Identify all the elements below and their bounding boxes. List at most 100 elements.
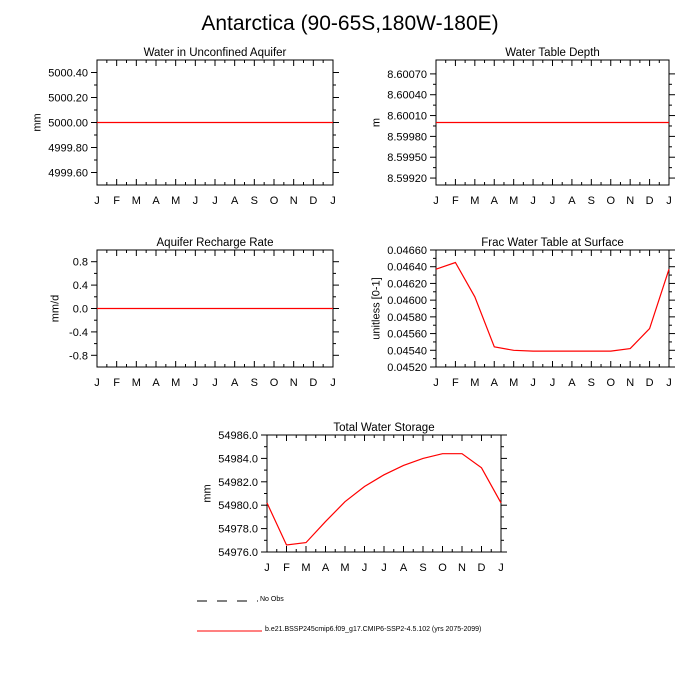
water-table-depth-ytick-label: 8.60010 — [387, 111, 427, 123]
aquifer-recharge-rate-xtick-label: S — [251, 377, 258, 389]
total-water-storage-title: Total Water Storage — [333, 422, 434, 434]
frac-water-table-at-surface-xtick-label: M — [509, 377, 518, 389]
water-table-depth-xtick-label: A — [491, 195, 499, 207]
frac-water-table-at-surface-xtick-label: J — [550, 377, 556, 389]
frac-water-table-at-surface-ytick-label: 0.04620 — [387, 278, 427, 290]
water-in-unconfined-aquifer-xtick-label: N — [290, 195, 298, 207]
total-water-storage-ytick-label: 54976.0 — [218, 547, 258, 559]
total-water-storage-ytick-label: 54982.0 — [218, 477, 258, 489]
frac-water-table-at-surface-ytick-label: 0.04540 — [387, 345, 427, 357]
total-water-storage-xtick-label: S — [419, 562, 426, 574]
frac-water-table-at-surface-xtick-label: J — [530, 377, 536, 389]
water-table-depth-xtick-label: J — [550, 195, 556, 207]
frac-water-table-at-surface-xtick-label: O — [606, 377, 615, 389]
frac-water-table-at-surface-series-line — [435, 261, 670, 352]
water-table-depth-xtick-label: J — [433, 195, 439, 207]
total-water-storage-ytick-label: 54980.0 — [218, 500, 258, 512]
frac-water-table-at-surface-xtick-label: J — [666, 377, 672, 389]
water-table-depth-ytick-label: 8.59980 — [387, 131, 427, 143]
total-water-storage-series-line — [266, 453, 502, 546]
frac-water-table-at-surface-title: Frac Water Table at Surface — [481, 237, 624, 249]
aquifer-recharge-rate-ytick-label: -0.4 — [69, 327, 88, 339]
total-water-storage-xtick-label: J — [498, 562, 504, 574]
total-water-storage-xtick-label: A — [322, 562, 330, 574]
frac-water-table-at-surface-ytick-label: 0.04580 — [387, 312, 427, 324]
aquifer-recharge-rate-xtick-label: A — [152, 377, 160, 389]
aquifer-recharge-rate-xtick-label: J — [330, 377, 336, 389]
water-table-depth-xtick-label: O — [606, 195, 615, 207]
aquifer-recharge-rate-ytick-label: 0.4 — [73, 280, 88, 292]
water-in-unconfined-aquifer-xtick-label: M — [132, 195, 141, 207]
total-water-storage-xtick-label: A — [400, 562, 408, 574]
water-in-unconfined-aquifer-ylabel: mm — [31, 113, 43, 131]
frac-water-table-at-surface-ytick-label: 0.04660 — [387, 245, 427, 257]
aquifer-recharge-rate-xtick-label: J — [94, 377, 100, 389]
frac-water-table-at-surface-xtick-label: J — [433, 377, 439, 389]
water-in-unconfined-aquifer-ytick-label: 4999.60 — [48, 168, 88, 180]
frac-water-table-at-surface-xtick-label: S — [588, 377, 595, 389]
total-water-storage-xtick-label: M — [301, 562, 310, 574]
frac-water-table-at-surface-xtick-label: F — [452, 377, 459, 389]
aquifer-recharge-rate-xtick-label: M — [132, 377, 141, 389]
total-water-storage-xtick-label: J — [381, 562, 387, 574]
frac-water-table-at-surface-ytick-label: 0.04640 — [387, 262, 427, 274]
water-in-unconfined-aquifer-xtick-label: D — [309, 195, 317, 207]
water-table-depth-ytick-label: 8.60040 — [387, 90, 427, 102]
aquifer-recharge-rate-xtick-label: J — [212, 377, 218, 389]
total-water-storage-ytick-label: 54984.0 — [218, 453, 258, 465]
water-in-unconfined-aquifer-xtick-label: O — [270, 195, 279, 207]
total-water-storage-xtick-label: N — [458, 562, 466, 574]
water-table-depth-ylabel: m — [370, 118, 382, 127]
water-table-depth-title: Water Table Depth — [505, 47, 600, 59]
water-in-unconfined-aquifer-title: Water in Unconfined Aquifer — [144, 47, 287, 59]
water-table-depth-ytick-label: 8.59920 — [387, 173, 427, 185]
water-table-depth-xtick-label: J — [666, 195, 672, 207]
legend-model-label: b.e21.BSSP245cmip6.f09_g17.CMIP6-SSP2-4.… — [265, 626, 482, 633]
legend-obs-label: No Obs — [260, 596, 284, 603]
frac-water-table-at-surface-ytick-label: 0.04600 — [387, 295, 427, 307]
aquifer-recharge-rate-ytick-label: 0.8 — [73, 257, 88, 269]
page-title: Antarctica (90-65S,180W-180E) — [201, 12, 499, 35]
aquifer-recharge-rate-xtick-label: M — [171, 377, 180, 389]
water-table-depth-xtick-label: A — [568, 195, 576, 207]
water-in-unconfined-aquifer-xtick-label: J — [330, 195, 336, 207]
total-water-storage-ytick-label: 54986.0 — [218, 430, 258, 442]
frac-water-table-at-surface-ylabel: unitless [0-1] — [370, 277, 382, 339]
water-in-unconfined-aquifer-xtick-label: A — [231, 195, 239, 207]
frac-water-table-at-surface-xtick-label: A — [568, 377, 576, 389]
water-in-unconfined-aquifer-ytick-label: 5000.20 — [48, 93, 88, 105]
water-table-depth-ytick-label: 8.60070 — [387, 69, 427, 81]
total-water-storage-xtick-label: O — [438, 562, 447, 574]
total-water-storage-ylabel: mm — [201, 484, 213, 502]
aquifer-recharge-rate-title: Aquifer Recharge Rate — [157, 237, 274, 249]
aquifer-recharge-rate-xtick-label: O — [270, 377, 279, 389]
water-in-unconfined-aquifer-xtick-label: J — [212, 195, 218, 207]
aquifer-recharge-rate-xtick-label: F — [113, 377, 120, 389]
aquifer-recharge-rate-xtick-label: N — [290, 377, 298, 389]
total-water-storage-ytick-label: 54978.0 — [218, 524, 258, 536]
water-table-depth-xtick-label: M — [509, 195, 518, 207]
frac-water-table-at-surface-xtick-label: N — [626, 377, 634, 389]
water-in-unconfined-aquifer-xtick-label: M — [171, 195, 180, 207]
total-water-storage-xtick-label: J — [362, 562, 368, 574]
water-table-depth-xtick-label: D — [646, 195, 654, 207]
total-water-storage-xtick-label: D — [478, 562, 486, 574]
water-in-unconfined-aquifer-xtick-label: S — [251, 195, 258, 207]
aquifer-recharge-rate-xtick-label: J — [193, 377, 199, 389]
aquifer-recharge-rate-ylabel: mm/d — [50, 295, 62, 323]
frac-water-table-at-surface-xtick-label: D — [646, 377, 654, 389]
water-in-unconfined-aquifer-xtick-label: J — [94, 195, 100, 207]
aquifer-recharge-rate-ytick-label: 0.0 — [73, 304, 88, 316]
total-water-storage-xtick-label: M — [340, 562, 349, 574]
water-in-unconfined-aquifer-xtick-label: A — [152, 195, 160, 207]
water-table-depth-xtick-label: N — [626, 195, 634, 207]
water-in-unconfined-aquifer-ytick-label: 5000.40 — [48, 68, 88, 80]
aquifer-recharge-rate-ytick-label: -0.8 — [69, 350, 88, 362]
frac-water-table-at-surface-ytick-label: 0.04520 — [387, 362, 427, 374]
frac-water-table-at-surface-xtick-label: M — [470, 377, 479, 389]
total-water-storage-xtick-label: J — [264, 562, 270, 574]
water-in-unconfined-aquifer-ytick-label: 5000.00 — [48, 118, 88, 130]
water-in-unconfined-aquifer-xtick-label: F — [113, 195, 120, 207]
